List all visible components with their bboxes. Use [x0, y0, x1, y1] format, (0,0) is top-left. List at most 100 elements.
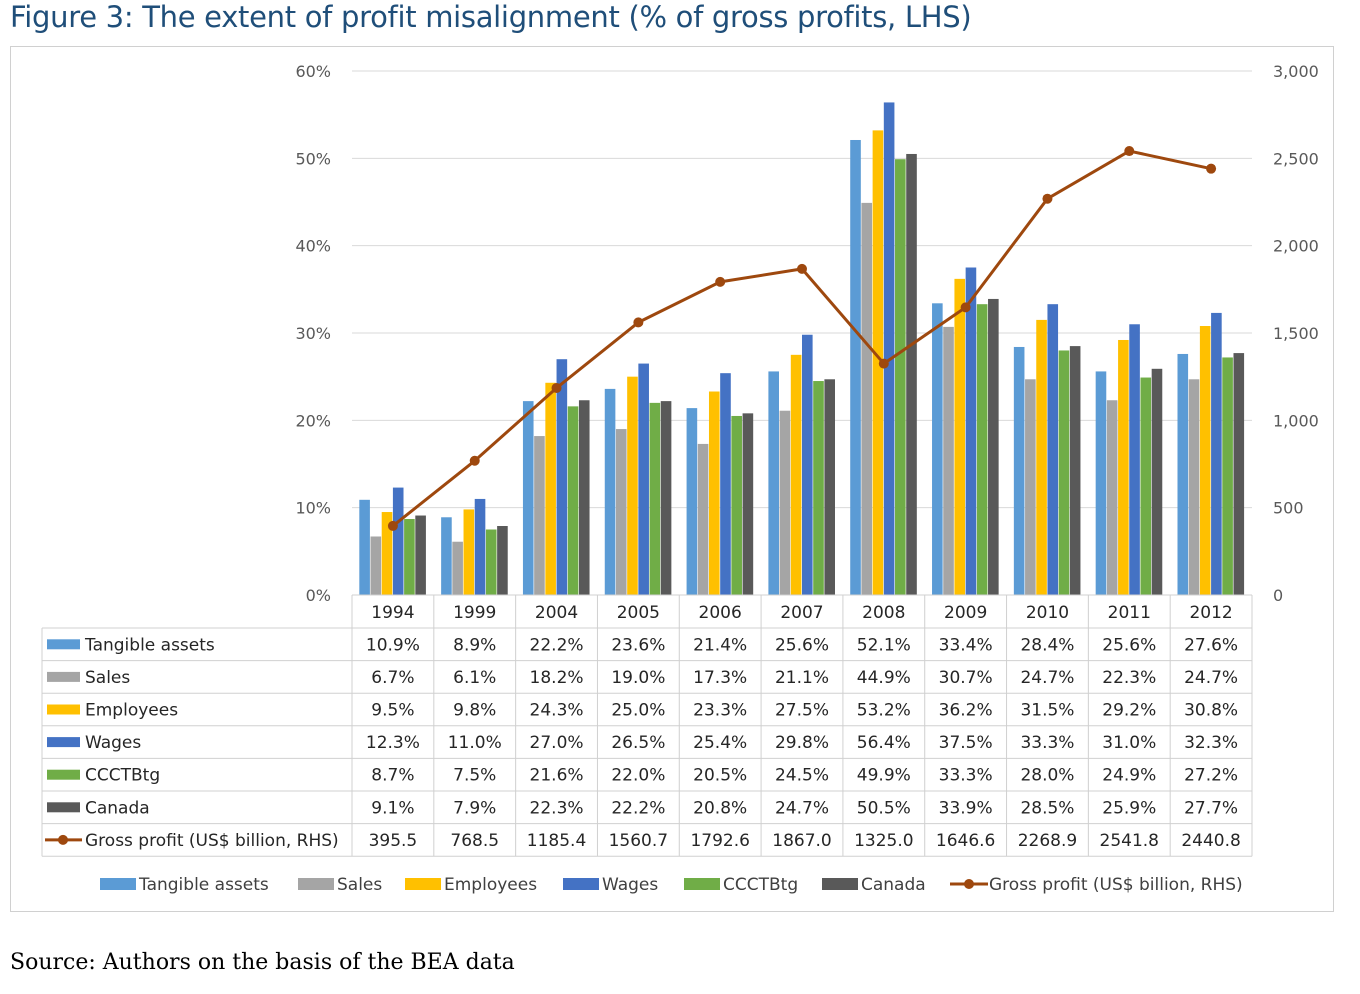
table-cell: 1867.0: [772, 831, 831, 851]
table-cell: 56.4%: [857, 733, 911, 753]
gross-profit-marker: [469, 455, 480, 466]
bar-wages: [556, 359, 568, 595]
bar-canada: [906, 153, 917, 595]
gross-profit-marker: [878, 358, 889, 369]
y2-axis-tick-label: 0: [1273, 586, 1283, 605]
bar-wages: [638, 363, 649, 595]
bar-wages: [883, 102, 895, 595]
table-cell: 23.3%: [693, 701, 747, 721]
y-axis-tick-label: 60%: [295, 62, 331, 81]
bar-employees: [1036, 319, 1047, 595]
gross-profit-marker: [633, 317, 644, 328]
legend-key-gross: [964, 879, 974, 889]
table-cell: 25.6%: [1102, 635, 1156, 655]
table-cell: 32.3%: [1184, 733, 1238, 753]
bar-canada: [988, 298, 999, 595]
table-cell: 22.3%: [530, 798, 584, 818]
table-cell: 28.0%: [1020, 766, 1074, 786]
table-cell: 12.3%: [366, 733, 420, 753]
combo-chart: 0% 10% 20% 30% 40% 50% 60% 0 500 1,000 1,500 2,000 2…: [41, 62, 1319, 895]
bar-ccctbtg: [1140, 377, 1152, 595]
table-cell: 11.0%: [448, 733, 502, 753]
chart-frame: [10, 46, 1334, 912]
table-cell: 17.3%: [693, 668, 747, 688]
bar-ccctbtg: [1222, 357, 1233, 595]
table-cell: 24.9%: [1102, 766, 1156, 786]
bar-employees: [708, 391, 720, 595]
table-cell: 24.7%: [1020, 668, 1074, 688]
x-axis-category-label: 2005: [617, 603, 660, 623]
table-cell: 22.2%: [611, 798, 665, 818]
table-cell: 25.6%: [775, 635, 829, 655]
table-cell: 27.6%: [1184, 635, 1238, 655]
row-legend-key-ccctbtg: [47, 769, 80, 780]
y-axis-tick-label: 40%: [295, 237, 331, 256]
table-cell: 24.7%: [775, 798, 829, 818]
row-legend-key-employees: [47, 704, 80, 715]
table-cell: 33.3%: [939, 766, 993, 786]
table-cell: 9.1%: [371, 798, 414, 818]
table-cell: 395.5: [369, 831, 418, 851]
table-cell: 28.4%: [1020, 635, 1074, 655]
bar-wages: [1211, 312, 1222, 595]
bar-ccctbtg: [813, 381, 824, 595]
table-cell: 19.0%: [611, 668, 665, 688]
gross-profit-marker: [551, 382, 562, 393]
gross-profit-marker: [960, 302, 971, 313]
table-cell: 20.5%: [693, 766, 747, 786]
bar-employees: [381, 512, 393, 595]
legend-label: Sales: [337, 875, 382, 895]
bar-employees: [872, 130, 884, 596]
x-axis-category-label: 2007: [780, 603, 823, 623]
y-axis-tick-label: 10%: [295, 499, 331, 518]
table-cell: 24.5%: [775, 766, 829, 786]
legend-key-employees: [405, 878, 441, 890]
bar-employees: [1199, 326, 1211, 595]
bar-sales: [697, 443, 709, 595]
bar-sales: [861, 202, 873, 595]
legend-label: Canada: [861, 875, 926, 895]
bar-wages: [474, 498, 486, 595]
table-cell: 37.5%: [939, 733, 993, 753]
table-cell: 1646.6: [936, 831, 995, 851]
table-cell: 21.6%: [530, 766, 584, 786]
y-axis-tick-label: 20%: [295, 411, 331, 430]
bar-canada: [1069, 346, 1081, 595]
table-cell: 1560.7: [609, 831, 668, 851]
bar-ccctbtg: [731, 415, 742, 595]
table-cell: 18.2%: [530, 668, 584, 688]
row-label: Wages: [85, 733, 141, 753]
bar-employees: [790, 354, 802, 595]
bar-canada: [1233, 353, 1245, 595]
bar-canada: [497, 526, 508, 595]
table-cell: 50.5%: [857, 798, 911, 818]
row-legend-key-tangible: [47, 639, 80, 650]
row-label: Gross profit (US$ billion, RHS): [85, 831, 339, 851]
y2-axis-tick-label: 2,500: [1273, 149, 1319, 168]
table-cell: 33.9%: [939, 798, 993, 818]
table-cell: 30.7%: [939, 668, 993, 688]
table-cell: 49.9%: [857, 766, 911, 786]
bar-sales: [1106, 400, 1118, 595]
table-cell: 29.2%: [1102, 701, 1156, 721]
bar-sales: [615, 429, 627, 595]
bar-wages: [1047, 304, 1059, 595]
bar-tangible: [441, 517, 452, 595]
row-legend-key-gross: [58, 834, 68, 845]
x-axis-category-label: 2004: [535, 603, 578, 623]
bar-canada: [660, 401, 672, 595]
bar-ccctbtg: [404, 519, 415, 595]
bar-employees: [627, 376, 638, 595]
bar-ccctbtg: [895, 159, 906, 595]
y-axis-tick-label: 0%: [306, 586, 331, 605]
bar-canada: [1151, 368, 1163, 595]
bar-sales: [370, 536, 382, 595]
table-cell: 25.0%: [611, 701, 665, 721]
legend-label: Tangible assets: [138, 875, 269, 895]
table-cell: 10.9%: [366, 635, 420, 655]
table-cell: 44.9%: [857, 668, 911, 688]
bar-tangible: [522, 401, 534, 595]
y-axis-tick-label: 50%: [295, 149, 331, 168]
table-cell: 9.5%: [371, 701, 414, 721]
row-label: Employees: [85, 701, 178, 721]
